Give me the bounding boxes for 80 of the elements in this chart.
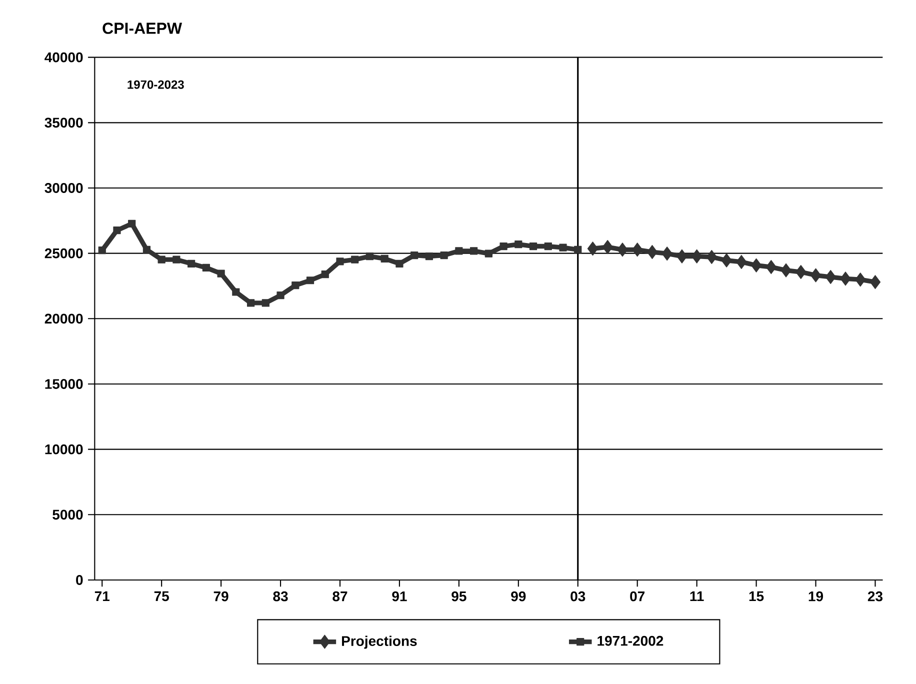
point <box>766 260 776 274</box>
point <box>691 249 702 264</box>
point <box>810 268 822 282</box>
point <box>676 249 688 264</box>
point <box>825 270 836 284</box>
point <box>440 251 448 260</box>
point <box>142 246 151 254</box>
annotation: 1970-2023 <box>128 80 184 89</box>
point <box>410 251 418 260</box>
point <box>202 264 210 272</box>
point <box>544 242 552 250</box>
y-tick-label: 0 <box>76 575 83 585</box>
legend-label: Projections <box>342 636 417 649</box>
x-tick-label: 03 <box>570 591 586 602</box>
point <box>470 247 478 255</box>
point <box>232 288 240 296</box>
point <box>529 242 538 250</box>
point <box>336 258 344 266</box>
point <box>380 254 388 262</box>
x-tick-label: 75 <box>154 591 169 602</box>
x-tick-label: 91 <box>392 591 407 602</box>
point <box>321 270 329 278</box>
y-tick-label: 10000 <box>45 444 83 454</box>
point <box>425 252 433 260</box>
point <box>246 299 255 307</box>
point <box>484 250 492 258</box>
x-tick-label: 83 <box>273 591 288 602</box>
point <box>721 253 732 268</box>
point <box>602 240 613 254</box>
x-tick-label: 23 <box>868 591 883 602</box>
point <box>736 254 747 269</box>
point <box>500 242 508 250</box>
x-tick-label: 71 <box>94 591 110 601</box>
point <box>262 299 270 307</box>
point <box>646 245 658 260</box>
point <box>188 260 196 268</box>
point <box>780 263 792 278</box>
point <box>840 272 851 286</box>
x-tick-label: 11 <box>690 591 704 601</box>
y-tick-label: 25000 <box>44 248 83 258</box>
y-tick-label: 15000 <box>45 379 83 389</box>
x-tick-label: 95 <box>452 591 466 602</box>
x-tick-label: 07 <box>630 591 645 602</box>
point <box>706 250 718 264</box>
point <box>396 260 404 268</box>
y-tick-label: 35000 <box>44 118 83 128</box>
point <box>455 247 463 255</box>
point <box>587 242 598 256</box>
point <box>292 282 300 290</box>
y-tick-label: 5000 <box>52 510 83 520</box>
point <box>662 246 672 261</box>
point <box>158 256 166 264</box>
point <box>855 272 866 287</box>
point <box>870 275 881 290</box>
point <box>351 256 359 264</box>
x-tick-label: 87 <box>332 591 348 602</box>
point <box>113 226 121 234</box>
point <box>632 242 643 257</box>
x-tick-label: 79 <box>214 591 228 602</box>
point <box>514 240 522 248</box>
point <box>98 246 106 254</box>
y-tick-label: 20000 <box>44 314 83 324</box>
x-tick-label: 15 <box>749 591 764 602</box>
point <box>276 291 284 300</box>
point <box>750 258 762 272</box>
point <box>574 246 582 254</box>
point <box>217 270 225 278</box>
point <box>796 265 806 280</box>
point <box>617 242 628 257</box>
x-tick-label: 99 <box>511 591 526 602</box>
x-tick-label: 19 <box>808 591 824 602</box>
point <box>559 244 567 252</box>
y-tick-label: 40000 <box>44 52 83 62</box>
point <box>366 252 374 260</box>
point <box>172 256 180 264</box>
chart-title: CPI-AEPW <box>102 22 182 34</box>
point <box>128 220 136 228</box>
y-tick-label: 30000 <box>44 183 83 193</box>
point <box>306 276 314 284</box>
legend-label: 1971-2002 <box>598 636 664 646</box>
